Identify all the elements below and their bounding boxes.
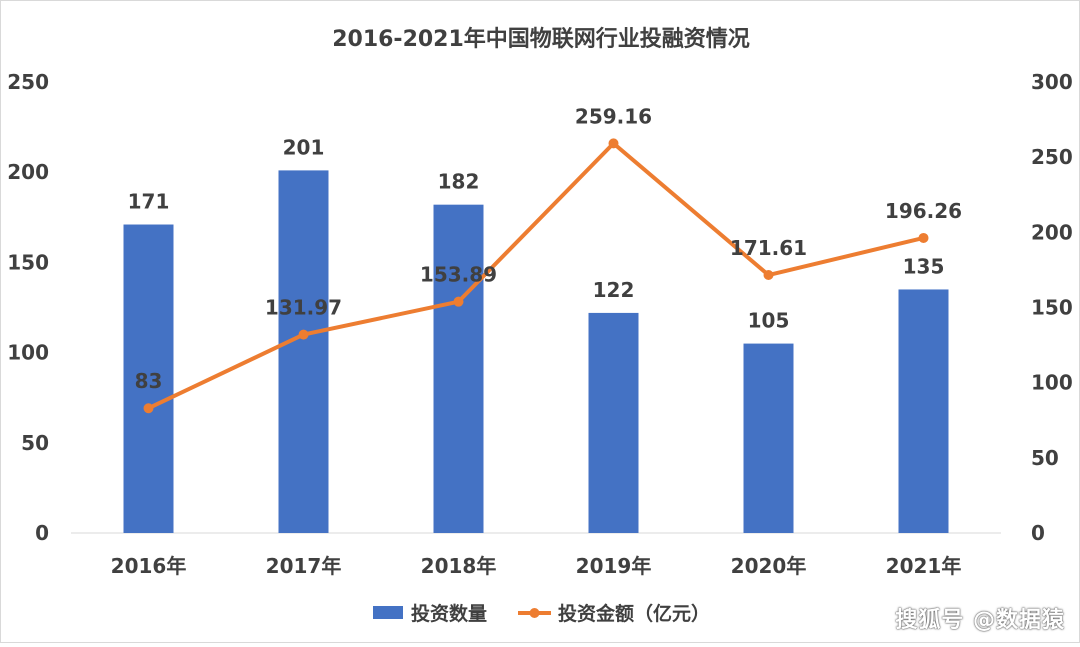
right-axis-tick-label: 200: [1031, 220, 1073, 244]
right-axis-tick-label: 50: [1031, 446, 1059, 470]
right-axis-tick-label: 100: [1031, 371, 1073, 395]
left-y-axis: 0 50 100 150 200 250: [7, 70, 49, 545]
line-data-label: 131.97: [265, 296, 342, 320]
left-axis-tick-label: 200: [7, 160, 49, 184]
right-y-axis: 0 50 100 150 200 250 300: [1031, 70, 1073, 545]
bar-data-label: 135: [903, 254, 945, 278]
bar-series: 171 201 182 122 105 135: [123, 135, 949, 534]
bar: [278, 170, 329, 533]
x-axis-tick-label: 2019年: [576, 554, 652, 578]
line-data-label: 83: [135, 369, 163, 393]
line-data-label: 196.26: [885, 199, 962, 223]
bar: [743, 343, 794, 533]
left-axis-tick-label: 250: [7, 70, 49, 94]
x-axis-tick-label: 2016年: [111, 554, 187, 578]
legend-bar-swatch: [373, 606, 403, 619]
line-data-label: 153.89: [420, 263, 497, 287]
bar-data-label: 171: [128, 190, 170, 214]
legend-bar-label: 投资数量: [411, 602, 487, 625]
line-point: [763, 270, 774, 281]
line-point: [453, 296, 464, 307]
line-point: [608, 138, 619, 149]
line-point: [918, 232, 929, 243]
left-axis-tick-label: 50: [21, 431, 49, 455]
line-point: [143, 403, 154, 414]
right-axis-tick-label: 0: [1031, 521, 1045, 545]
chart-title: 2016-2021年中国物联网行业投融资情况: [332, 26, 750, 52]
line-point: [298, 329, 309, 340]
line-data-label: 171.61: [730, 236, 807, 260]
bar: [123, 224, 174, 534]
bar: [588, 312, 639, 533]
bar: [898, 289, 949, 533]
right-axis-tick-label: 250: [1031, 145, 1073, 169]
left-axis-tick-label: 0: [35, 521, 49, 545]
right-axis-tick-label: 300: [1031, 70, 1073, 94]
bar-data-label: 182: [438, 170, 480, 194]
bar: [433, 204, 484, 533]
legend-line-marker: [529, 608, 540, 618]
x-axis-tick-label: 2017年: [266, 554, 342, 578]
legend-line-label: 投资金额（亿元）: [558, 602, 710, 625]
left-axis-tick-label: 100: [7, 341, 49, 365]
x-axis-tick-label: 2021年: [886, 554, 962, 578]
legend: 投资数量 投资金额（亿元）: [373, 602, 710, 625]
bar-data-label: 105: [748, 309, 790, 333]
x-axis-tick-label: 2020年: [731, 554, 807, 578]
x-axis-labels: 2016年 2017年 2018年 2019年 2020年 2021年: [111, 554, 962, 578]
left-axis-tick-label: 150: [7, 250, 49, 274]
bar-data-label: 122: [593, 278, 635, 302]
right-axis-tick-label: 150: [1031, 296, 1073, 320]
bar-data-label: 201: [283, 135, 325, 159]
x-axis-tick-label: 2018年: [421, 554, 497, 578]
line-series: 83 131.97 153.89 259.16 171.61 196.26: [135, 104, 962, 414]
line-data-label: 259.16: [575, 104, 652, 128]
watermark: 搜狐号 @数据猿: [895, 608, 1065, 633]
amount-line: [147, 141, 924, 411]
